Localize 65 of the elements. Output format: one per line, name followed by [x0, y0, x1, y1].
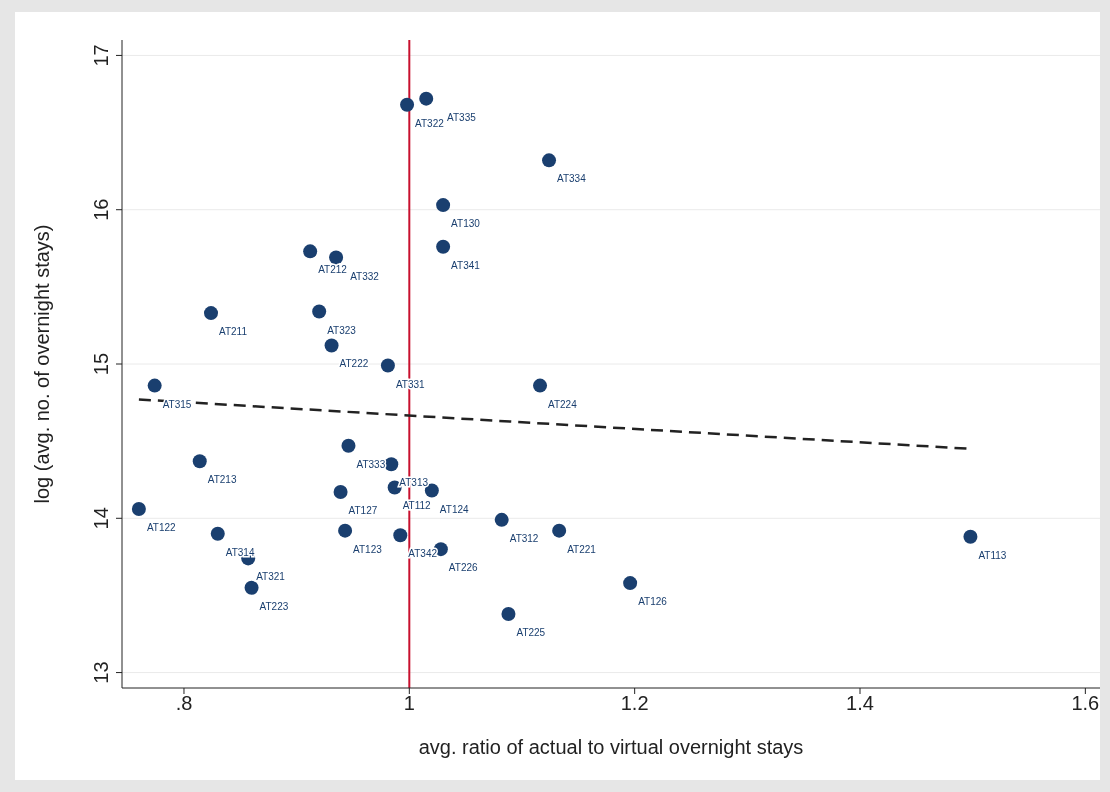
y-axis-title: log (avg. no. of overnight stays)	[31, 224, 54, 504]
point	[210, 526, 225, 541]
point	[341, 438, 356, 453]
annotation: AT335	[447, 111, 477, 123]
point	[963, 529, 978, 544]
x-tick-label: .8	[175, 692, 193, 715]
x-tick-label: 1.6	[1071, 692, 1100, 715]
x-axis-title: avg. ratio of actual to virtual overnight stays	[418, 736, 804, 758]
y-tick-label: 15	[90, 352, 112, 376]
annotation: AT333	[356, 458, 386, 470]
point	[501, 606, 516, 621]
y-tick-label: 14	[90, 507, 112, 530]
point	[303, 244, 318, 259]
annotation: AT224	[548, 398, 578, 410]
annotation: AT212	[318, 264, 348, 276]
point	[324, 338, 339, 353]
annotation: AT222	[339, 358, 369, 370]
point	[542, 153, 557, 168]
y-tick-label: 13	[90, 661, 112, 684]
annotation: AT113	[978, 549, 1007, 561]
point	[333, 485, 348, 500]
annotation: AT211	[219, 326, 248, 338]
annotation: AT124	[439, 503, 470, 515]
x-tick-label: 1.4	[846, 692, 874, 715]
annotation: AT332	[350, 270, 380, 282]
x-tick-label: 1	[403, 692, 415, 715]
point	[494, 512, 509, 527]
point	[192, 454, 207, 469]
annotation: AT321	[256, 571, 286, 583]
annotation: AT334	[557, 173, 587, 185]
point	[393, 528, 408, 543]
annotation: AT323	[327, 324, 357, 336]
annotation: AT312	[509, 532, 539, 544]
point	[623, 576, 638, 591]
point	[400, 97, 415, 112]
annotation: AT122	[146, 522, 177, 534]
annotation: AT315	[162, 398, 192, 410]
point	[329, 250, 344, 265]
point	[419, 91, 434, 106]
point	[338, 523, 353, 538]
point	[436, 239, 451, 254]
annotation: AT123	[353, 543, 383, 555]
annotation: AT127	[348, 505, 378, 517]
point	[244, 580, 259, 595]
y-tick-label: 16	[90, 198, 112, 221]
x-tick-label: 1.2	[620, 692, 649, 715]
y-tick-label: 17	[90, 44, 112, 67]
point	[204, 306, 219, 321]
point	[312, 304, 327, 319]
annotation: AT221	[567, 543, 597, 555]
annotation: AT223	[259, 600, 289, 612]
point	[380, 358, 395, 373]
point	[552, 523, 567, 538]
annotation: AT225	[516, 626, 546, 638]
point	[533, 378, 548, 393]
annotation: AT226	[448, 562, 479, 574]
annotation: AT341	[451, 259, 481, 271]
annotation: AT130	[451, 218, 481, 230]
point	[131, 502, 146, 517]
annotation: AT213	[207, 474, 237, 486]
point	[147, 378, 162, 393]
annotation: AT322	[415, 117, 445, 129]
point	[436, 198, 451, 213]
annotation: AT126	[638, 596, 668, 608]
annotation: AT314	[225, 546, 255, 558]
